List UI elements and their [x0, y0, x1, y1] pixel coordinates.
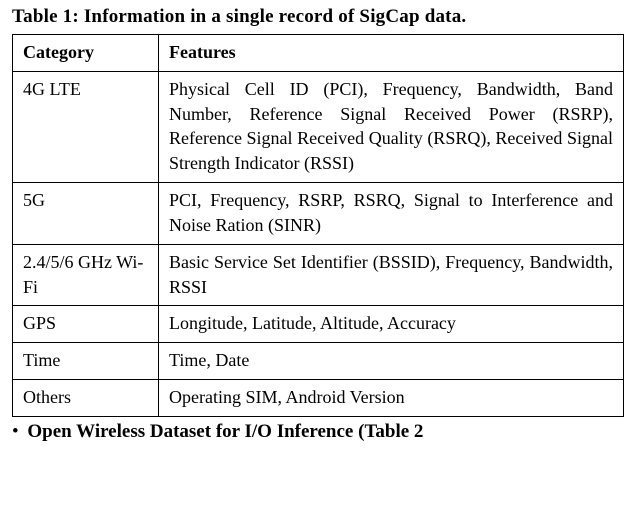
cell-features: Physical Cell ID (PCI), Frequency, Bandw…: [159, 71, 624, 182]
col-features: Features: [159, 35, 624, 72]
cell-category: 4G LTE: [13, 71, 159, 182]
col-category: Category: [13, 35, 159, 72]
cell-features: Basic Service Set Identifier (BSSID), Fr…: [159, 244, 624, 306]
cell-category: Time: [13, 343, 159, 380]
footer-line: • Open Wireless Dataset for I/O Inferenc…: [0, 421, 640, 449]
table-row: GPS Longitude, Latitude, Altitude, Accur…: [13, 306, 624, 343]
table-row: Others Operating SIM, Android Version: [13, 380, 624, 417]
cell-features: Time, Date: [159, 343, 624, 380]
cell-category: Others: [13, 380, 159, 417]
footer-text-content: Open Wireless Dataset for I/O Inference …: [27, 421, 423, 442]
bullet-icon: •: [12, 421, 19, 442]
table-caption: Table 1: Information in a single record …: [0, 0, 640, 34]
cell-features: Operating SIM, Android Version: [159, 380, 624, 417]
table-row: Time Time, Date: [13, 343, 624, 380]
cell-category: 5G: [13, 183, 159, 245]
cell-features: Longitude, Latitude, Altitude, Accuracy: [159, 306, 624, 343]
table-row: 5G PCI, Frequency, RSRP, RSRQ, Signal to…: [13, 183, 624, 245]
table-header-row: Category Features: [13, 35, 624, 72]
table-row: 2.4/5/6 GHz Wi-Fi Basic Service Set Iden…: [13, 244, 624, 306]
sigcap-table: Category Features 4G LTE Physical Cell I…: [12, 34, 624, 417]
table-row: 4G LTE Physical Cell ID (PCI), Frequency…: [13, 71, 624, 182]
cell-category: 2.4/5/6 GHz Wi-Fi: [13, 244, 159, 306]
cell-category: GPS: [13, 306, 159, 343]
cell-features: PCI, Frequency, RSRP, RSRQ, Signal to In…: [159, 183, 624, 245]
